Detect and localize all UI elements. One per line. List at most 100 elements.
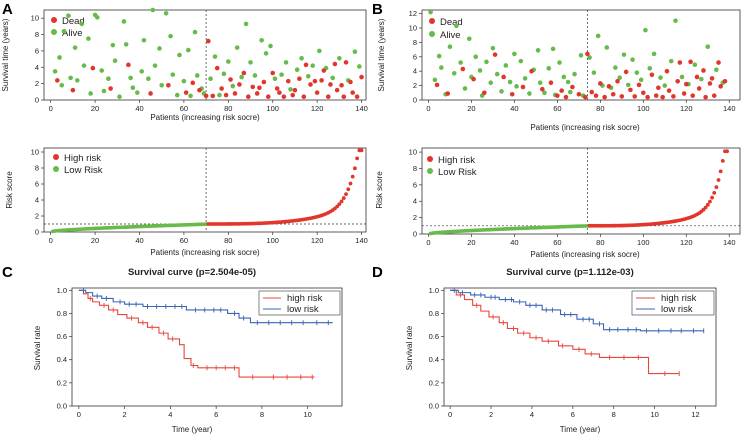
x-tick-label: 100 (637, 238, 650, 247)
dead-point (645, 94, 650, 100)
alive-point (152, 63, 158, 68)
alive-point (638, 77, 644, 83)
dead-point (681, 91, 687, 96)
alive-point (714, 67, 719, 73)
dead-point (722, 78, 728, 84)
dead-point (696, 86, 702, 91)
dead-point (606, 84, 612, 89)
panel-a-risk-plot: Risk score Patients (increasing risk soc… (5, 148, 368, 258)
legend-high-marker (427, 156, 433, 162)
x-tick-label: 140 (723, 238, 736, 247)
dead-point (598, 81, 603, 86)
x-axis-label: Patients (increasing risk socre) (530, 123, 640, 132)
alive-point (141, 37, 147, 43)
y-tick-label: 8 (35, 164, 39, 173)
high-risk-point (348, 181, 353, 186)
x-axis-label: Time (year) (172, 425, 213, 434)
panel-letter-b: B (372, 1, 383, 18)
alive-point (177, 52, 182, 58)
x-tick-label: 0 (426, 104, 430, 113)
alive-point (174, 92, 180, 98)
y-axis-label: Survival rate (405, 325, 414, 370)
x-tick-label: 8 (260, 410, 264, 419)
alive-point (535, 48, 541, 53)
legend-alive-label: Alive (62, 28, 83, 39)
alive-point (294, 67, 300, 73)
dead-point (520, 84, 526, 90)
dead-point (688, 59, 693, 65)
x-tick-label: 100 (637, 104, 650, 113)
alive-point (477, 68, 483, 73)
dead-point (509, 91, 515, 97)
alive-point (150, 7, 156, 13)
x-tick-label: 120 (680, 104, 693, 113)
y-tick-label: 6 (413, 180, 417, 189)
alive-point (130, 85, 136, 91)
x-tick-label: 8 (612, 410, 616, 419)
alive-point (81, 63, 87, 68)
legend-high-label: High risk (64, 153, 101, 164)
y-axis-label: Survival rate (33, 325, 42, 370)
dead-point (274, 86, 280, 91)
dead-point (70, 87, 76, 93)
alive-point (212, 54, 218, 59)
x-tick-label: 60 (180, 236, 188, 245)
dead-point (341, 94, 347, 100)
dead-point (241, 70, 247, 76)
high-risk-point (708, 199, 712, 204)
dead-point (563, 94, 569, 100)
y-tick-label: 10 (31, 148, 39, 157)
legend-box (631, 290, 715, 316)
alive-point (217, 92, 222, 98)
alive-point (604, 45, 610, 50)
alive-point (647, 66, 653, 71)
legend-low-label: low risk (287, 304, 319, 315)
dead-point (339, 82, 344, 88)
dead-point (55, 78, 60, 83)
high-risk-point (710, 195, 714, 200)
dead-point (653, 93, 659, 98)
dead-point (628, 87, 633, 93)
alive-point (239, 74, 244, 80)
x-tick-label: 140 (355, 236, 368, 245)
y-tick-label: 0.0 (57, 402, 67, 411)
alive-point (705, 44, 711, 50)
legend-high-label: High risk (438, 155, 475, 166)
alive-point (436, 53, 442, 59)
x-tick-label: 140 (355, 104, 368, 113)
y-tick-label: 10 (31, 14, 39, 23)
high-risk-point (352, 166, 357, 171)
x-tick-label: 120 (311, 236, 324, 245)
dead-point (718, 84, 723, 89)
x-tick-label: 4 (168, 410, 172, 419)
legend-high-label: high risk (287, 293, 323, 304)
y-tick-label: 2 (35, 79, 39, 88)
legend-alive-marker (429, 31, 435, 37)
dead-point (328, 82, 333, 87)
alive-point (252, 73, 258, 78)
y-tick-label: 0 (413, 96, 417, 105)
dead-point (619, 94, 625, 99)
dead-point (623, 69, 629, 75)
dead-point (585, 51, 590, 57)
alive-point (121, 19, 127, 24)
dead-point (675, 78, 680, 84)
dead-point (615, 78, 620, 84)
panel-letter-a: A (2, 1, 13, 18)
dead-point (237, 82, 242, 87)
high-risk-point (720, 158, 725, 163)
alive-point (673, 18, 678, 24)
alive-point (542, 90, 547, 96)
alive-point (634, 70, 640, 75)
dead-point (482, 90, 487, 96)
alive-point (522, 76, 528, 81)
dead-point (641, 90, 646, 96)
y-tick-label: 1.0 (429, 286, 439, 295)
dead-point (223, 92, 229, 98)
dead-point (232, 91, 238, 96)
alive-point (88, 91, 93, 96)
dead-point (190, 80, 196, 86)
alive-point (106, 76, 111, 82)
dead-point (593, 93, 599, 98)
dead-point (660, 94, 665, 100)
